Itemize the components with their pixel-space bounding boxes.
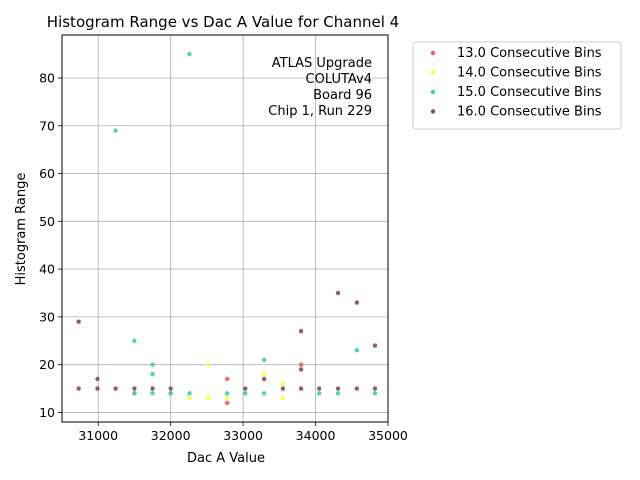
y-axis: 10 20 30 40 50 60 70 80 [39,71,62,420]
data-point [76,386,81,391]
legend: 13.0 Consecutive Bins 14.0 Consecutive Bi… [412,41,622,130]
data-point [150,391,155,396]
data-point [298,329,304,334]
y-tick-label: 20 [39,357,55,372]
data-point [372,391,378,396]
legend-marker [430,89,436,95]
data-point [316,391,322,396]
legend-entry: 15.0 Consecutive Bins [457,85,602,100]
data-point [372,343,378,348]
series-2 [187,362,286,401]
data-point [224,395,230,401]
data-point [354,300,360,305]
legend-entry: 14.0 Consecutive Bins [457,66,602,81]
data-point [168,386,173,391]
annotation-line: COLUTAv4 [306,72,372,87]
data-point [298,362,304,367]
data-point [206,362,211,367]
data-point [187,395,192,401]
legend-marker [430,70,436,75]
series-3 [113,51,378,396]
data-point [280,386,286,391]
data-point [261,376,267,382]
data-point [206,395,211,401]
x-tick-label: 32000 [151,428,191,443]
data-point [224,400,230,406]
legend-entry: 16.0 Consecutive Bins [457,105,602,120]
data-point [261,357,267,363]
data-point [261,372,267,377]
data-point [298,367,304,372]
annotation-line: Chip 1, Run 229 [268,104,372,119]
data-point [298,386,304,391]
data-point [335,386,341,391]
legend-entry: 13.0 Consecutive Bins [457,46,602,61]
data-point [95,386,100,391]
x-tick-label: 34000 [296,428,336,443]
x-tick-label: 35000 [368,428,408,443]
data-point [224,391,230,396]
series-4 [76,290,378,391]
y-tick-label: 60 [39,166,55,181]
data-point [354,386,360,391]
y-tick-label: 80 [39,71,55,86]
data-point [187,51,192,57]
y-axis-label: Histogram Range [14,173,29,286]
data-point [132,391,137,396]
legend-box [412,41,622,130]
data-point [113,128,118,133]
data-point [280,381,286,386]
data-point [372,386,378,391]
legend-marker [430,50,436,56]
y-tick-label: 70 [39,118,55,133]
data-point [113,386,118,391]
data-point [243,386,248,391]
series-1 [132,362,304,406]
data-point [150,372,155,377]
x-axis-label: Dac A Value [187,451,265,466]
data-point [224,376,230,382]
data-point [150,362,155,367]
y-tick-label: 40 [39,262,55,277]
data-point [243,391,248,396]
data-point [316,386,322,391]
data-point [76,319,81,324]
data-point [335,290,341,296]
data-point [150,386,155,391]
annotation-line: Board 96 [313,88,372,103]
data-point [95,376,100,382]
x-axis: 31000 32000 33000 34000 35000 [78,422,408,443]
data-points [76,51,378,406]
x-tick-label: 33000 [223,428,263,443]
data-point [132,338,137,343]
data-point [354,348,360,353]
data-point [280,395,286,401]
data-point [335,391,341,396]
y-tick-label: 10 [39,405,55,420]
annotation-line: ATLAS Upgrade [272,56,372,71]
legend-marker [430,109,436,114]
x-tick-label: 31000 [78,428,118,443]
data-point [168,391,173,396]
y-tick-label: 30 [39,309,55,324]
data-point [132,386,137,391]
chart-title: Histogram Range vs Dac A Value for Chann… [47,13,399,31]
plot-frame [61,34,389,423]
y-tick-label: 50 [39,214,55,229]
data-point [187,391,192,396]
data-point [261,391,267,396]
